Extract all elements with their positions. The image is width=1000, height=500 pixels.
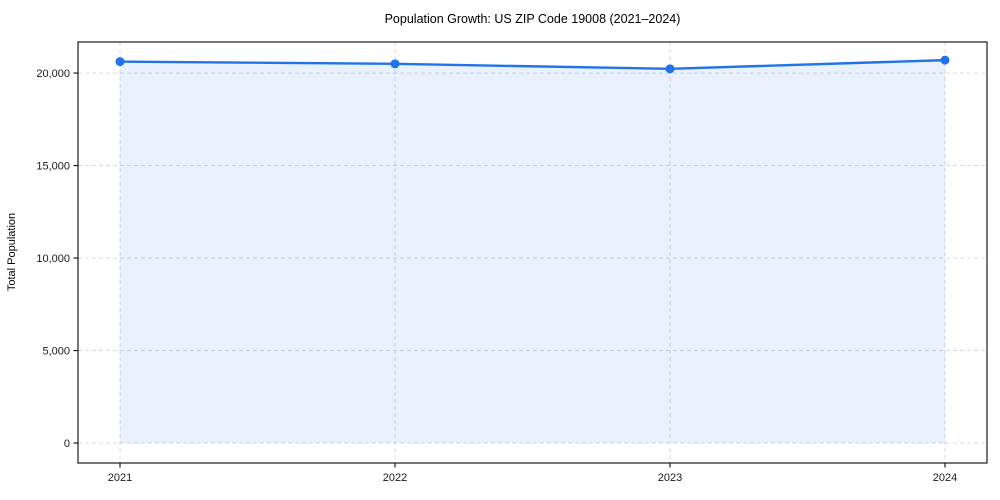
area-fill bbox=[120, 60, 945, 444]
y-tick-label: 5,000 bbox=[42, 345, 70, 357]
data-point-2024 bbox=[940, 55, 950, 65]
x-tick-label: 2022 bbox=[383, 472, 407, 484]
x-tick-label: 2023 bbox=[658, 472, 682, 484]
x-tick-label: 2021 bbox=[108, 472, 132, 484]
x-tick-label: 2024 bbox=[933, 472, 957, 484]
data-point-2022 bbox=[390, 59, 400, 69]
y-tick-label: 15,000 bbox=[36, 160, 70, 172]
plot-border bbox=[77, 41, 988, 464]
chart-title: Population Growth: US ZIP Code 19008 (20… bbox=[384, 12, 681, 26]
y-tick-label: 0 bbox=[64, 438, 70, 450]
y-tick-label: 10,000 bbox=[36, 253, 70, 265]
data-point-2021 bbox=[115, 57, 125, 67]
y-axis-label: Total Population bbox=[6, 212, 18, 292]
trend-line bbox=[118, 58, 947, 71]
y-tick-label: 20,000 bbox=[36, 68, 70, 80]
data-point-2023 bbox=[665, 64, 675, 74]
